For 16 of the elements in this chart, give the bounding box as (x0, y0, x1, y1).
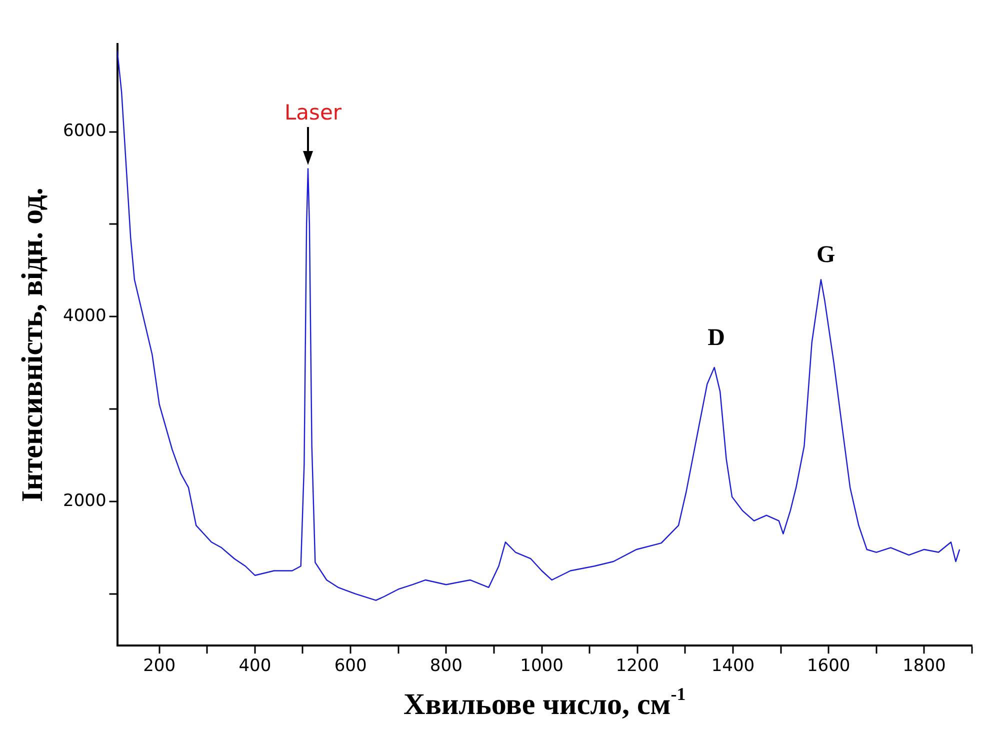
x-tick-label: 200 (143, 656, 176, 676)
x-tick-label: 1600 (806, 656, 850, 676)
x-tick-label: 1400 (711, 656, 755, 676)
annotation: G (816, 242, 836, 268)
y-axis-title: Інтенсивність, відн. од. (16, 188, 49, 502)
x-tick-label: 1000 (520, 656, 564, 676)
x-tick-label: 800 (430, 656, 462, 676)
x-tick-label: 400 (238, 656, 272, 676)
y-tick-label: 6000 (63, 121, 106, 142)
y-tick-label: 4000 (63, 306, 106, 326)
y-tick-label: 2000 (63, 490, 106, 511)
annotation: Laser (284, 100, 342, 125)
x-tick-label: 1200 (616, 656, 660, 676)
x-tick-label: 1800 (902, 656, 946, 676)
annotation: D (708, 325, 726, 352)
x-tick-label: 600 (334, 656, 367, 676)
